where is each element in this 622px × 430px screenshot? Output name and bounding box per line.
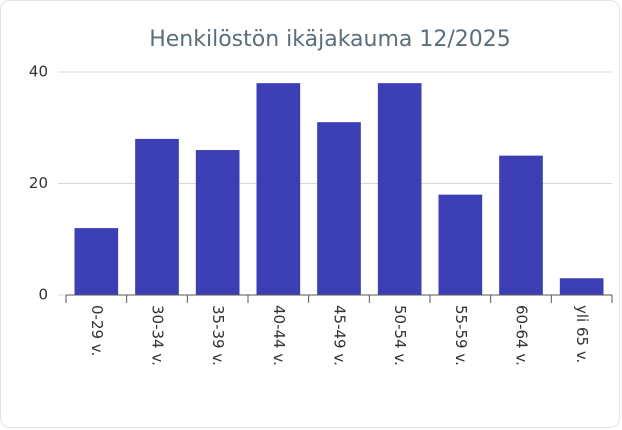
bar	[499, 155, 543, 295]
y-tick-label: 20	[29, 174, 48, 192]
x-tick-label: 40-44 v.	[270, 305, 288, 366]
x-tick-label: 35-39 v.	[209, 305, 227, 366]
x-tick-label: 50-54 v.	[391, 305, 409, 366]
bar	[317, 122, 361, 295]
bar	[135, 138, 179, 295]
x-tick-label: 45-49 v.	[331, 305, 349, 366]
x-tick-label: 60-64 v.	[513, 305, 531, 366]
chart-title: Henkilöstön ikäjakauma 12/2025	[149, 27, 511, 52]
bar	[195, 150, 240, 295]
x-tick-label: 30-34 v.	[149, 305, 167, 366]
x-tick-label: 0-29 v.	[88, 305, 106, 356]
bar	[74, 228, 119, 295]
bar	[559, 278, 604, 295]
x-tick-label: yli 65 v.	[573, 305, 591, 363]
y-tick-label: 0	[38, 286, 48, 304]
x-tick-label: 55-59 v.	[452, 305, 470, 366]
bar	[256, 83, 301, 296]
bar	[438, 194, 483, 295]
bar	[377, 83, 422, 296]
y-tick-label: 40	[29, 63, 48, 81]
